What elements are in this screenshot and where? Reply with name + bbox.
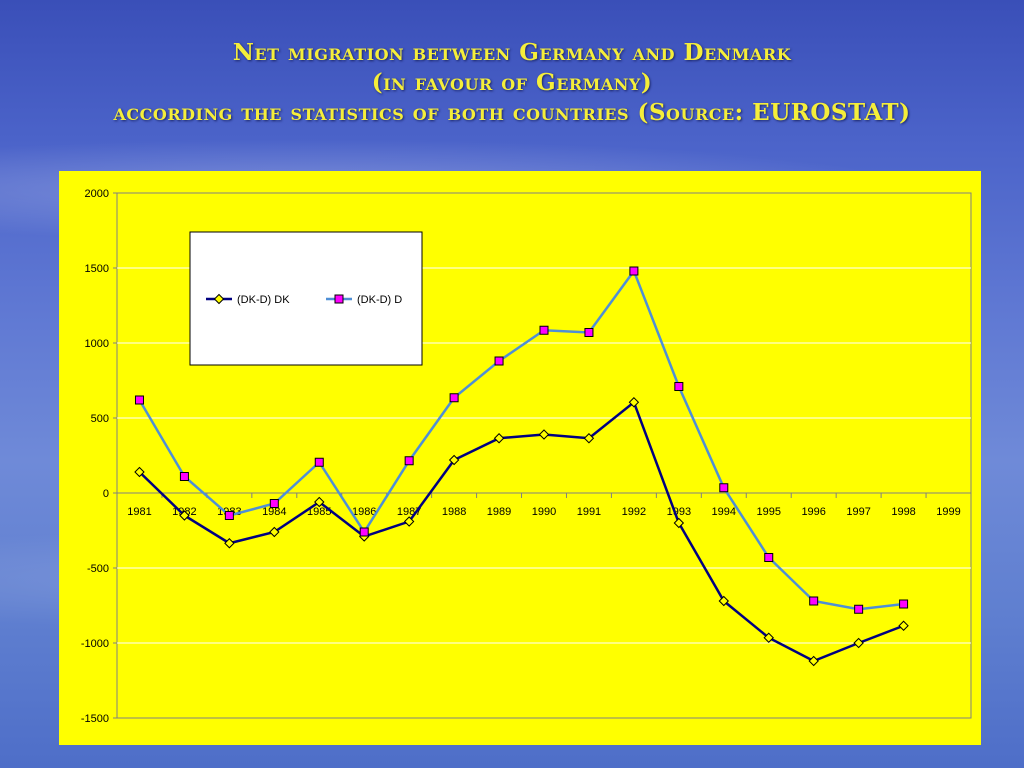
y-tick-label: 2000 xyxy=(85,188,109,200)
data-point-dk xyxy=(628,397,640,408)
data-point-dk xyxy=(673,517,685,529)
x-tick-label: 1981 xyxy=(127,506,151,518)
data-point-d xyxy=(674,382,684,391)
data-point-d xyxy=(314,457,324,467)
x-tick-label: 1998 xyxy=(891,506,915,518)
data-point-dk xyxy=(718,595,729,607)
x-tick-label: 1995 xyxy=(756,506,780,518)
legend-marker xyxy=(213,293,225,305)
y-tick-label: 0 xyxy=(103,488,109,500)
legend-label: (DK-D) D xyxy=(357,294,402,306)
data-point-dk xyxy=(538,429,550,440)
slide-title: Net migration between Germany and Denmar… xyxy=(0,38,1024,128)
x-tick-label: 1989 xyxy=(487,506,511,518)
data-point-d xyxy=(494,356,504,366)
data-point-dk xyxy=(224,538,235,549)
x-tick-label: 1994 xyxy=(712,506,736,518)
title-line-3: according the statistics of both countri… xyxy=(113,99,911,126)
x-tick-label: 1996 xyxy=(801,506,825,518)
data-point-dk xyxy=(898,620,909,631)
data-point-dk xyxy=(583,433,595,444)
data-point-d xyxy=(449,393,459,403)
data-point-dk xyxy=(179,510,190,521)
series-line-dk xyxy=(138,400,905,663)
title-line-1: Net migration between Germany and Denmar… xyxy=(232,39,792,66)
x-tick-label: 1985 xyxy=(307,506,331,518)
y-tick-label: -1000 xyxy=(81,638,109,650)
x-tick-label: 1988 xyxy=(442,506,466,518)
data-point-d xyxy=(359,527,369,537)
data-point-d xyxy=(764,553,774,562)
data-point-dk xyxy=(493,433,505,444)
chart-panel: 2000150010005000-500-1000-15001981198219… xyxy=(59,171,981,745)
data-point-d xyxy=(899,599,909,609)
y-tick-label: -500 xyxy=(87,563,109,575)
x-tick-label: 1992 xyxy=(622,506,646,518)
y-tick-label: 500 xyxy=(91,413,109,425)
data-point-dk xyxy=(853,637,864,649)
data-point-dk xyxy=(808,655,819,667)
legend-box xyxy=(189,231,423,366)
y-tick-label: -1500 xyxy=(81,713,109,725)
data-point-d xyxy=(629,266,639,276)
data-point-d xyxy=(539,325,549,335)
data-point-d xyxy=(269,499,279,508)
x-tick-label: 1984 xyxy=(262,506,286,518)
y-tick-label: 1000 xyxy=(85,338,109,350)
y-tick-label: 1500 xyxy=(85,263,109,275)
data-point-dk xyxy=(763,632,774,643)
series-line-d xyxy=(138,268,904,611)
x-tick-label: 1990 xyxy=(532,506,556,518)
x-tick-label: 1997 xyxy=(846,506,870,518)
data-point-d xyxy=(179,472,189,481)
data-point-d xyxy=(134,395,144,405)
data-point-d xyxy=(809,596,819,606)
legend-label: (DK-D) DK xyxy=(237,294,290,306)
data-point-dk xyxy=(134,466,145,478)
data-point-d xyxy=(224,511,234,520)
data-point-d xyxy=(584,328,594,337)
data-point-d xyxy=(854,604,864,614)
legend-marker xyxy=(334,294,344,304)
x-tick-label: 1993 xyxy=(667,506,691,518)
data-point-d xyxy=(719,483,729,493)
data-point-dk xyxy=(269,526,280,538)
data-point-dk xyxy=(448,454,460,466)
x-tick-label: 1991 xyxy=(577,506,601,518)
data-point-d xyxy=(404,456,414,466)
x-tick-label: 1986 xyxy=(352,506,376,518)
title-line-2: (in favour of Germany) xyxy=(371,69,653,96)
line-chart: 2000150010005000-500-1000-15001981198219… xyxy=(81,188,972,725)
data-point-dk xyxy=(314,496,325,508)
data-point-dk xyxy=(403,516,415,527)
x-tick-label: 1999 xyxy=(936,506,960,518)
